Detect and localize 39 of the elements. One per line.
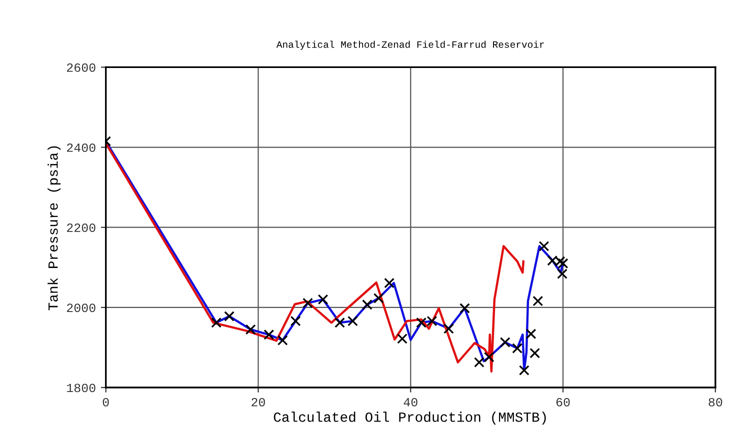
point	[459, 303, 470, 314]
point	[484, 352, 494, 362]
x-tick-label: 20	[252, 398, 265, 406]
point	[530, 348, 540, 358]
point	[373, 293, 384, 304]
x-tick-label: 40	[404, 398, 418, 406]
point	[245, 324, 256, 335]
point	[443, 323, 454, 334]
point	[362, 299, 372, 310]
point	[384, 278, 395, 288]
point	[512, 343, 523, 354]
y-tick-label: 2600	[67, 63, 96, 72]
point	[518, 365, 530, 376]
point	[532, 296, 544, 306]
y-tick-label: 1800	[67, 384, 96, 392]
point	[264, 329, 274, 340]
x-tick-label: 0	[102, 398, 109, 406]
chart-title: Analytical Method-Zenad Field-Farrud Reservoir	[276, 40, 544, 50]
point	[290, 316, 301, 326]
point	[334, 317, 345, 328]
y-tick-label: 2000	[67, 304, 96, 312]
x-tick-label: 80	[708, 398, 722, 406]
x-tick-label: 60	[556, 398, 570, 406]
y-axis-title: Tank Pressure (psia)	[48, 146, 61, 310]
point	[277, 335, 288, 346]
point	[538, 240, 550, 252]
y-tick-label: 2400	[67, 143, 96, 152]
y-tick-label: 2200	[67, 224, 96, 232]
x-axis-title: Calculated Oil Production (MMSTB)	[274, 412, 546, 425]
point	[302, 298, 313, 308]
point	[211, 317, 222, 328]
point	[526, 328, 536, 340]
point	[500, 337, 510, 348]
point	[474, 357, 484, 368]
point	[557, 268, 568, 280]
point	[318, 294, 328, 305]
point	[397, 333, 408, 344]
point	[347, 316, 358, 326]
point	[224, 311, 235, 322]
